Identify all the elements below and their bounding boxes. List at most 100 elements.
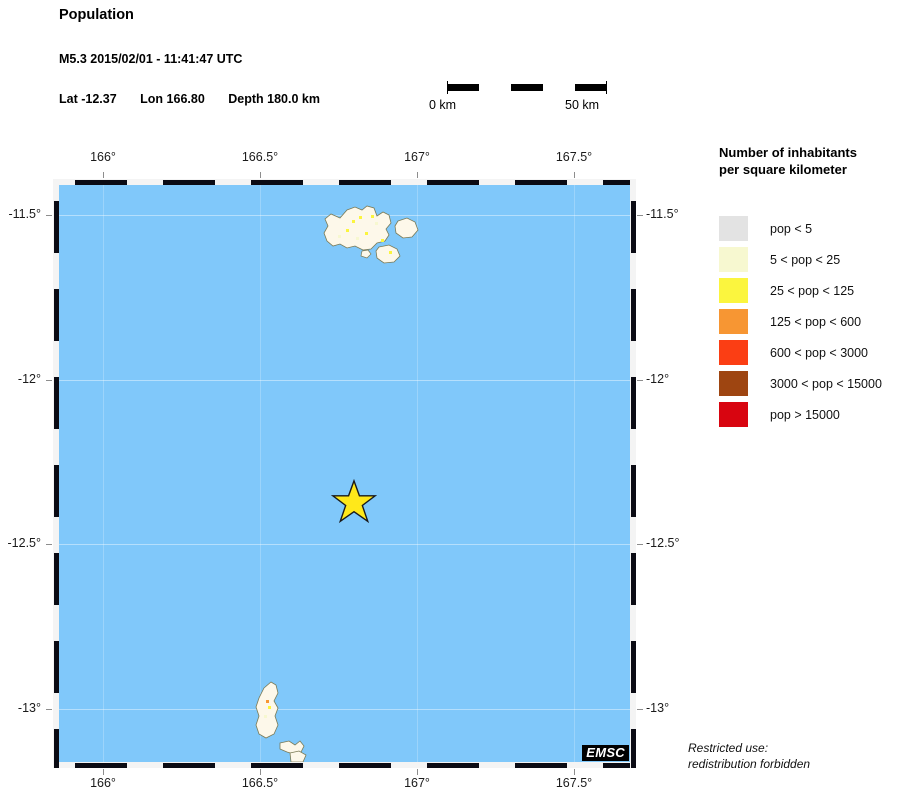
scale-bar-tick-right	[606, 81, 607, 94]
axis-tick-lon-top-0	[103, 172, 104, 178]
axis-tick-lon-top-2	[417, 172, 418, 178]
axis-label-lat-left-0: -11.5°	[8, 207, 41, 221]
frame-dash	[427, 180, 479, 185]
scale-bar-label-max: 50 km	[565, 98, 600, 112]
scale-bar-segment-1	[479, 84, 511, 91]
axis-tick-lat-right-0	[637, 215, 643, 216]
axis-tick-lat-left-1	[46, 380, 52, 381]
frame-dash	[54, 289, 59, 341]
legend-item: 125 < pop < 600	[719, 306, 917, 337]
scale-bar-segments	[447, 84, 607, 91]
frame-dash	[54, 465, 59, 517]
scale-bar-segment-0	[447, 84, 479, 91]
frame-dash	[163, 180, 215, 185]
axis-tick-lat-left-2	[46, 544, 52, 545]
axis-label-lat-left-1: -12°	[17, 372, 41, 386]
axis-label-lon-bottom-1: 166.5°	[241, 776, 279, 790]
emsc-logo: EMSC	[582, 745, 629, 761]
longitude-label: Lon 166.80	[140, 92, 205, 106]
axis-tick-lat-left-3	[46, 709, 52, 710]
island-vanikoro	[323, 205, 392, 251]
frame-dash	[54, 201, 59, 253]
axis-label-lat-right-2: -12.5°	[646, 536, 680, 550]
legend-swatch	[719, 371, 748, 396]
legend-item: 3000 < pop < 15000	[719, 368, 917, 399]
legend-item: 5 < pop < 25	[719, 244, 917, 275]
axis-label-lat-left-2: -12.5°	[7, 536, 42, 550]
frame-dash	[631, 377, 636, 429]
frame-dash	[54, 377, 59, 429]
axis-tick-lat-right-3	[637, 709, 643, 710]
axis-tick-lon-bottom-3	[574, 769, 575, 775]
frame-dash	[603, 180, 636, 185]
restricted-line1: Restricted use:	[688, 741, 769, 755]
frame-dash	[427, 763, 479, 768]
axis-label-lon-top-0: 166°	[90, 150, 116, 164]
map-land-layer	[255, 205, 419, 762]
axis-label-lon-top-3: 167.5°	[555, 150, 593, 164]
frame-dash	[163, 763, 215, 768]
legend-item: 600 < pop < 3000	[719, 337, 917, 368]
axis-label-lat-right-0: -11.5°	[646, 207, 679, 221]
axis-tick-lat-right-2	[637, 544, 643, 545]
legend-swatch	[719, 340, 748, 365]
scale-bar: 0 km 50 km	[429, 81, 607, 124]
legend-title: Number of inhabitants per square kilomet…	[719, 144, 917, 178]
frame-dash	[75, 763, 127, 768]
scale-bar-label-min: 0 km	[429, 98, 457, 112]
legend-label: pop < 5	[770, 221, 813, 236]
island-south-edge-fragment	[289, 750, 307, 762]
map-panel[interactable]: EMSC 166° 166° 166.5° 166.5° 167° 167° 167.5° 1…	[8, 150, 680, 790]
axis-tick-lon-bottom-1	[260, 769, 261, 775]
legend-item: 25 < pop < 125	[719, 275, 917, 306]
axis-label-lon-top-2: 167°	[404, 150, 430, 164]
frame-dash	[251, 180, 303, 185]
legend-swatch	[719, 402, 748, 427]
legend-swatch	[719, 278, 748, 303]
map-frame-right	[630, 179, 636, 768]
frame-dash	[631, 729, 636, 768]
frame-dash	[631, 465, 636, 517]
island-vanikoro-south-spur	[375, 244, 401, 264]
legend-swatch	[719, 247, 748, 272]
legend-label: 25 < pop < 125	[770, 283, 855, 298]
scale-bar-segment-4	[575, 84, 607, 91]
axis-label-lon-top-1: 166.5°	[241, 150, 279, 164]
graticule-lat-3	[59, 709, 630, 710]
frame-dash	[631, 289, 636, 341]
graticule-lat-2	[59, 544, 630, 545]
axis-tick-lon-bottom-2	[417, 769, 418, 775]
axis-tick-lon-top-3	[574, 172, 575, 178]
graticule-lon-2	[417, 185, 418, 762]
axis-label-lon-bottom-2: 167°	[404, 776, 430, 790]
axis-tick-lat-left-0	[46, 215, 52, 216]
frame-dash	[54, 641, 59, 693]
axis-tick-lon-top-1	[260, 172, 261, 178]
legend-swatch	[719, 216, 748, 241]
frame-dash	[603, 763, 636, 768]
graticule-lon-0	[103, 185, 104, 762]
axis-label-lon-bottom-0: 166°	[90, 776, 116, 790]
page-title: Population	[59, 7, 134, 23]
legend-swatch	[719, 309, 748, 334]
scale-bar-tick-left	[447, 81, 448, 94]
frame-dash	[515, 763, 567, 768]
island-speck-north	[360, 249, 372, 259]
frame-dash	[54, 553, 59, 605]
frame-dash	[251, 763, 303, 768]
legend-item: pop > 15000	[719, 399, 917, 430]
axis-tick-lat-right-1	[637, 380, 643, 381]
population-cells-vanikoro	[338, 215, 392, 254]
frame-dash	[515, 180, 567, 185]
legend-item: pop < 5	[719, 213, 917, 244]
map-ocean-background[interactable]: EMSC	[59, 185, 630, 762]
legend-label: 3000 < pop < 15000	[770, 376, 882, 391]
frame-dash	[631, 641, 636, 693]
depth-label: Depth 180.0 km	[228, 92, 320, 106]
graticule-lon-1	[260, 185, 261, 762]
axis-label-lat-left-3: -13°	[17, 701, 41, 715]
map-frame-bottom	[53, 762, 636, 768]
epicenter-star-marker[interactable]	[331, 479, 377, 525]
frame-dash	[339, 763, 391, 768]
restricted-line2: redistribution forbidden	[688, 757, 811, 771]
